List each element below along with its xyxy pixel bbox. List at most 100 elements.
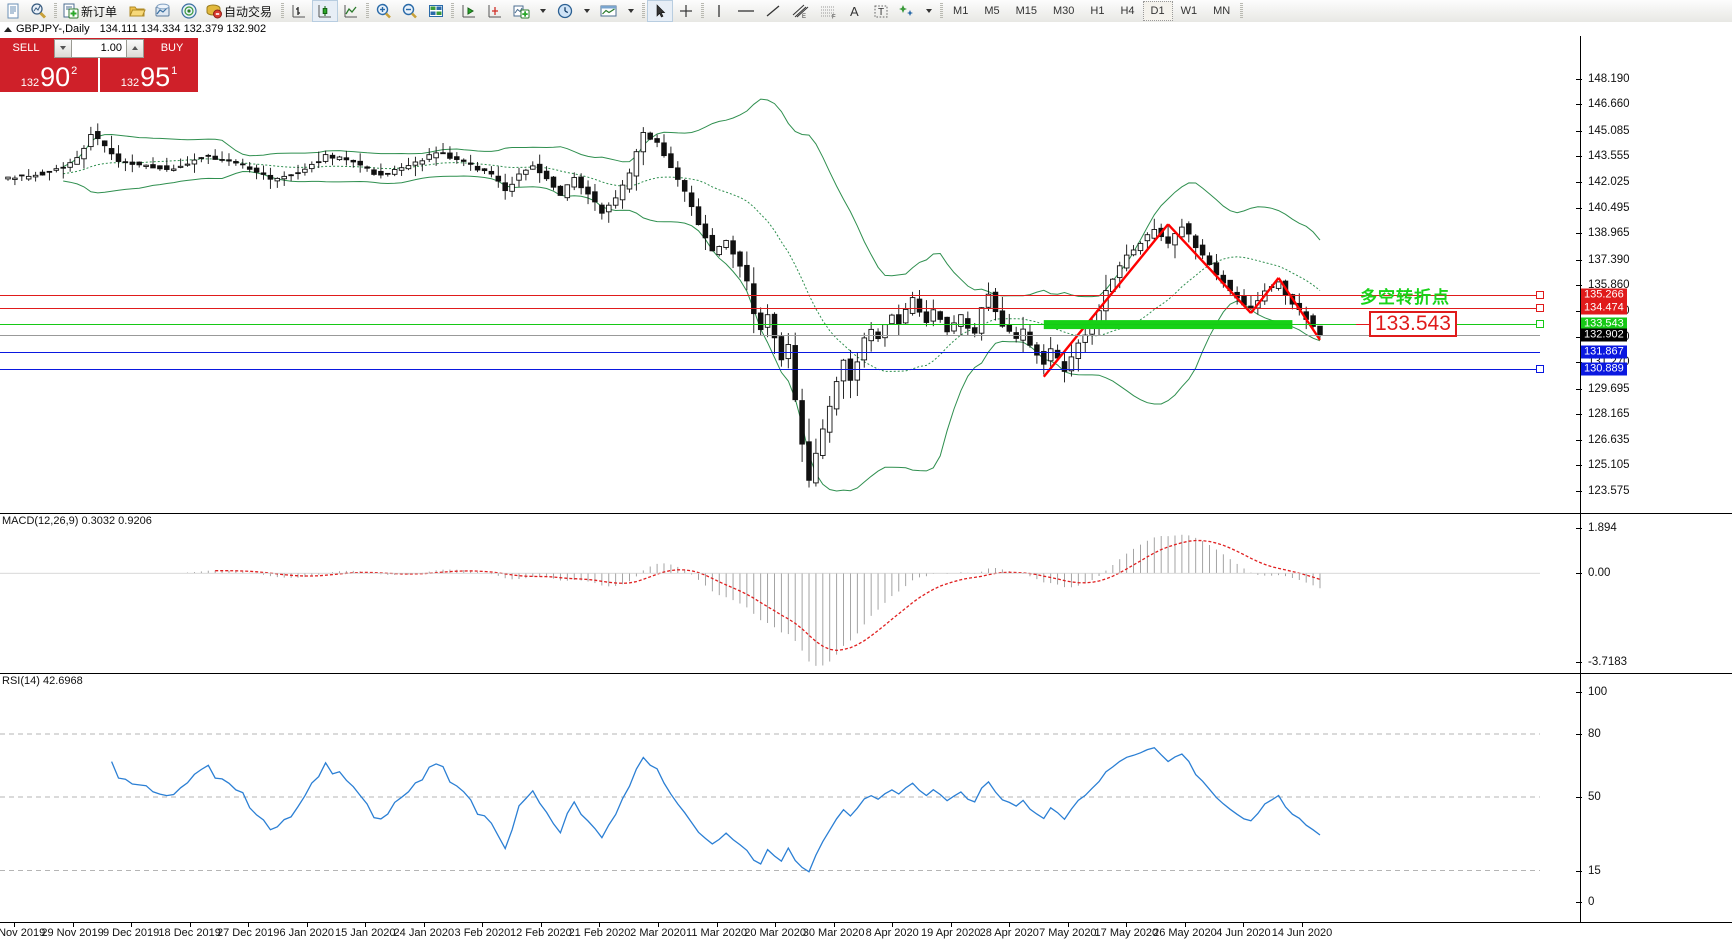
buy-price[interactable]: 132 95 1 [100, 58, 198, 92]
sell-button[interactable]: SELL [0, 38, 52, 58]
candle-body [647, 132, 653, 140]
candle-body [826, 405, 833, 433]
price-level-line[interactable] [0, 368, 1540, 370]
price-level-tag[interactable]: 133.543 [1581, 317, 1627, 331]
price-level-line[interactable] [0, 352, 1540, 354]
candle-body [398, 167, 405, 171]
document-icon[interactable] [0, 0, 26, 22]
candle-body [329, 154, 336, 159]
price-level-line[interactable] [0, 308, 1540, 310]
trendline-icon[interactable] [760, 0, 786, 22]
candle-body [847, 358, 854, 381]
volume-stepper[interactable]: 1.00 [52, 38, 146, 58]
terminal-icon[interactable] [150, 0, 176, 22]
zoom-in-icon[interactable] [371, 0, 397, 22]
price-level-tag[interactable]: 132.902 [1581, 328, 1627, 342]
time-axis-label: 29 Nov 2019 [41, 927, 104, 939]
macd-pane[interactable]: MACD(12,26,9) 0.3032 0.9206 1.894 0.00 -3.… [0, 513, 1732, 674]
price-level-tag[interactable]: 135.266 [1581, 288, 1627, 302]
candle-body [633, 151, 640, 177]
candle-body [999, 310, 1006, 327]
price-level-handle[interactable] [1536, 364, 1544, 373]
indicators-icon[interactable] [508, 0, 534, 22]
shapes-icon[interactable] [894, 0, 920, 22]
text-label-icon[interactable]: T [868, 0, 894, 22]
rsi-axis-tick [1576, 870, 1582, 872]
zoom-out-icon[interactable] [397, 0, 423, 22]
shift-chart-icon[interactable] [456, 0, 482, 22]
new-order-button[interactable]: 新订单 [59, 0, 124, 22]
folder-icon[interactable] [124, 0, 150, 22]
rsi-axis-label: 0 [1588, 896, 1595, 908]
candle-body [1130, 249, 1137, 256]
templates-dropdown-icon[interactable] [622, 1, 640, 21]
period-dropdown-icon[interactable] [578, 1, 596, 21]
timeframe-h4[interactable]: H4 [1120, 5, 1135, 17]
price-chart-pane[interactable]: 148.190 146.660 145.085 143.555 142.025 140.4… [0, 36, 1732, 513]
timeframe-mn[interactable]: MN [1213, 5, 1231, 17]
period-icon[interactable] [552, 0, 578, 22]
main-toolbar: 新订单 自动交易 [0, 0, 1732, 23]
timeframe-m5[interactable]: M5 [984, 5, 1000, 17]
templates-icon[interactable] [596, 0, 622, 22]
volume-increase-button[interactable] [126, 38, 144, 58]
collapse-triangle-icon[interactable] [4, 26, 12, 32]
price-axis-tick [1576, 362, 1582, 364]
cursor-icon[interactable] [647, 0, 674, 22]
timeframe-m1[interactable]: M1 [953, 5, 969, 17]
auto-trading-button[interactable]: 自动交易 [202, 0, 279, 22]
time-axis-tick [1067, 923, 1069, 927]
timeframe-d1[interactable]: D1 [1142, 1, 1173, 21]
price-level-handle[interactable] [1536, 320, 1544, 329]
navigator-icon[interactable] [176, 0, 202, 22]
time-axis-label: 6 Jan 2020 [279, 927, 334, 939]
candle-body [219, 159, 225, 161]
volume-input[interactable]: 1.00 [72, 38, 126, 58]
candle-body [260, 172, 267, 175]
horizontal-line-icon[interactable] [732, 0, 760, 22]
candle-body [302, 168, 308, 173]
candle-body [1192, 235, 1199, 249]
shapes-dropdown-icon[interactable] [920, 1, 938, 21]
timeframe-h1[interactable]: H1 [1090, 5, 1105, 17]
equidistant-channel-icon[interactable]: E [786, 0, 814, 22]
one-click-trading-panel[interactable]: SELL 1.00 BUY 132 90 2 132 95 1 [0, 38, 198, 92]
fibonacci-icon[interactable]: F [814, 0, 842, 22]
search-chart-icon[interactable] [26, 0, 52, 22]
candle-body [170, 168, 177, 171]
time-axis-tick [248, 923, 250, 927]
candle-body [930, 309, 937, 322]
timeframe-m15[interactable]: M15 [1015, 5, 1037, 17]
timeframe-w1[interactable]: W1 [1180, 5, 1198, 17]
price-level-line[interactable] [0, 324, 1540, 326]
vertical-line-icon[interactable] [706, 0, 732, 22]
candlestick-series [5, 98, 1323, 492]
candle-body [467, 162, 474, 165]
line-chart-icon[interactable] [338, 0, 364, 22]
text-icon[interactable]: A [842, 0, 868, 22]
price-level-tag[interactable]: 131.867 [1581, 345, 1627, 359]
time-axis-label: 30 Mar 2020 [802, 927, 865, 939]
price-level-line[interactable] [0, 295, 1540, 297]
volume-decrease-button[interactable] [54, 38, 72, 58]
rsi-pane[interactable]: RSI(14) 42.6968 100 80 50 15 0 [0, 673, 1732, 923]
candlestick-chart-icon[interactable] [312, 0, 339, 22]
bar-chart-icon[interactable] [286, 0, 312, 22]
timeframe-m30[interactable]: M30 [1053, 5, 1075, 17]
time-axis-tick [14, 923, 15, 927]
auto-scroll-icon[interactable] [482, 0, 508, 22]
indicators-dropdown-icon[interactable] [534, 1, 552, 21]
data-window-icon[interactable] [423, 0, 449, 22]
price-level-handle[interactable] [1536, 291, 1544, 300]
price-axis-line [1580, 36, 1581, 513]
macd-label: MACD(12,26,9) 0.3032 0.9206 [2, 515, 152, 527]
price-level-line[interactable] [0, 334, 1540, 336]
time-axis-label: 4 Jun 2020 [1216, 927, 1271, 939]
price-level-tag[interactable]: 130.889 [1581, 362, 1627, 375]
buy-button[interactable]: BUY [146, 38, 198, 58]
time-axis-tick [72, 923, 74, 927]
price-level-handle[interactable] [1536, 304, 1544, 313]
price-level-tag[interactable]: 134.474 [1581, 301, 1627, 315]
crosshair-icon[interactable] [673, 0, 699, 22]
sell-price[interactable]: 132 90 2 [0, 58, 98, 92]
